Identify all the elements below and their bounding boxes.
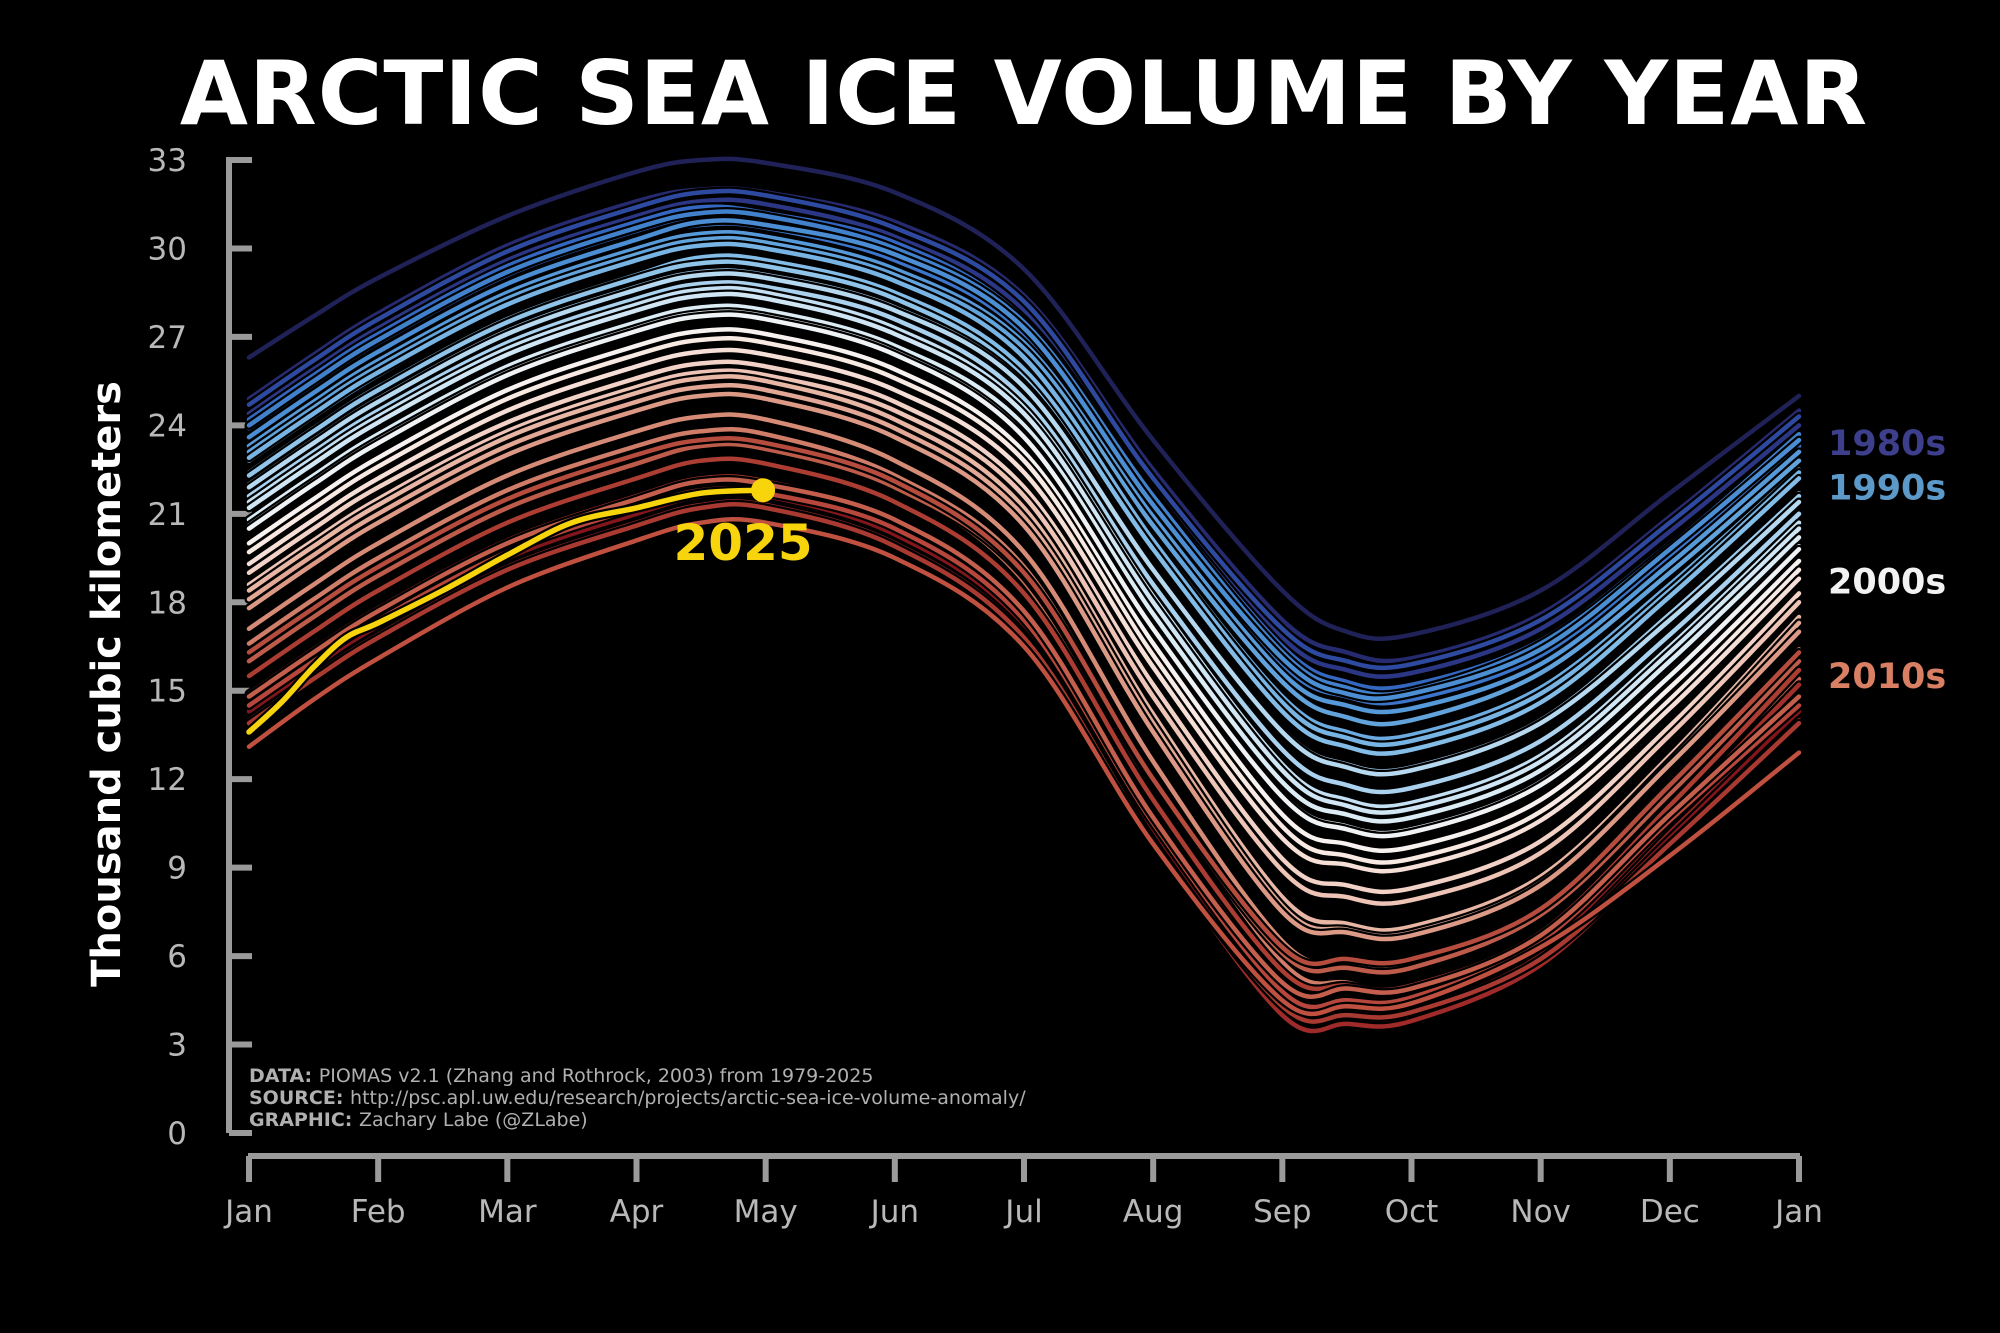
- series-line-1999: [246, 303, 1802, 824]
- series-line-2014: [246, 436, 1802, 967]
- x-tick-label: Jul: [1003, 1194, 1042, 1230]
- y-tick-label: 30: [148, 231, 187, 267]
- y-tick-label: 21: [148, 497, 187, 533]
- series-line-2005: [246, 359, 1802, 895]
- y-tick-label: 27: [148, 320, 187, 356]
- y-tick-label: 24: [148, 408, 187, 444]
- highlight-end-dot: [751, 478, 776, 503]
- credit-text: http://psc.apl.uw.edu/research/projects/…: [350, 1087, 1026, 1109]
- series-line-2003: [246, 335, 1802, 865]
- x-tick-label: Aug: [1123, 1194, 1184, 1230]
- series-line-2006: [246, 368, 1802, 906]
- decade-label-2010s: 2010s: [1828, 657, 1946, 697]
- highlight-line-2025: [246, 487, 766, 735]
- y-tick-label: 3: [167, 1028, 187, 1064]
- x-tick-label: Nov: [1510, 1194, 1571, 1230]
- y-tick-label: 18: [148, 585, 187, 621]
- credit-key: SOURCE:: [249, 1087, 350, 1109]
- y-tick-label: 6: [167, 939, 187, 975]
- x-tick-label: Apr: [610, 1194, 664, 1230]
- series-line-2009: [246, 391, 1802, 942]
- decade-label-1980s: 1980s: [1828, 424, 1946, 464]
- x-tick-label: Jan: [223, 1194, 273, 1230]
- series-line-2002: [246, 327, 1802, 853]
- series-line-1987: [246, 218, 1802, 701]
- credit-line: SOURCE: http://psc.apl.uw.edu/research/p…: [249, 1087, 1026, 1109]
- x-tick-label: May: [734, 1194, 798, 1230]
- x-tick-label: Sep: [1253, 1194, 1311, 1230]
- series-line-2007: [246, 374, 1802, 933]
- series-line-1996: [246, 271, 1802, 777]
- decade-label-2000s: 2000s: [1828, 563, 1946, 603]
- credit-line: GRAPHIC: Zachary Labe (@ZLabe): [249, 1109, 588, 1131]
- x-tick-label: Oct: [1385, 1194, 1439, 1230]
- series-line-1991: [246, 241, 1802, 748]
- y-tick-label: 12: [148, 762, 187, 798]
- series-line-2024: [246, 517, 1802, 1017]
- highlight-2025: 2025: [244, 478, 813, 737]
- credit-key: GRAPHIC:: [249, 1109, 359, 1131]
- series-line-2022: [246, 477, 1802, 999]
- x-tick-label: Jan: [1773, 1194, 1823, 1230]
- y-tick-label: 0: [167, 1116, 187, 1152]
- series-line-2001: [246, 312, 1802, 839]
- x-tick-label: Dec: [1640, 1194, 1700, 1230]
- series-line-2023: [246, 502, 1802, 1024]
- series-line-1989: [246, 235, 1802, 727]
- series-line-1995: [246, 280, 1802, 795]
- credit-text: Zachary Labe (@ZLabe): [359, 1109, 588, 1131]
- series-line-1979: [246, 156, 1802, 641]
- highlight-label: 2025: [673, 514, 812, 572]
- series-line-1998: [246, 291, 1802, 815]
- x-tick-label: Feb: [351, 1194, 406, 1230]
- y-tick-label: 15: [148, 674, 187, 710]
- y-ticks: 0 3 6 9 12 15 18 21 24 27 30 33: [148, 143, 252, 1152]
- credit-key: DATA:: [249, 1065, 319, 1087]
- y-axis-label: Thousand cubic kilometers: [84, 381, 130, 987]
- chart-title: ARCTIC SEA ICE VOLUME BY YEAR: [179, 42, 1869, 145]
- credits: DATA: PIOMAS v2.1 (Zhang and Rothrock, 2…: [249, 1065, 1026, 1131]
- credit-text: PIOMAS v2.1 (Zhang and Rothrock, 2003) f…: [319, 1065, 874, 1087]
- x-ticks: Jan Feb Mar Apr May Jun Jul Aug Sep Oct Nov Dec Jan: [223, 1156, 1823, 1230]
- series-lines: [244, 154, 1804, 1036]
- series-line-1982: [246, 188, 1802, 671]
- decade-label-1990s: 1990s: [1828, 468, 1946, 508]
- x-tick-label: Jun: [869, 1194, 919, 1230]
- series-line-2004: [246, 347, 1802, 874]
- x-tick-label: Mar: [478, 1194, 537, 1230]
- credit-line: DATA: PIOMAS v2.1 (Zhang and Rothrock, 2…: [249, 1065, 873, 1087]
- y-tick-label: 33: [148, 143, 187, 179]
- y-tick-label: 9: [167, 851, 187, 887]
- series-line-1981: [246, 197, 1802, 679]
